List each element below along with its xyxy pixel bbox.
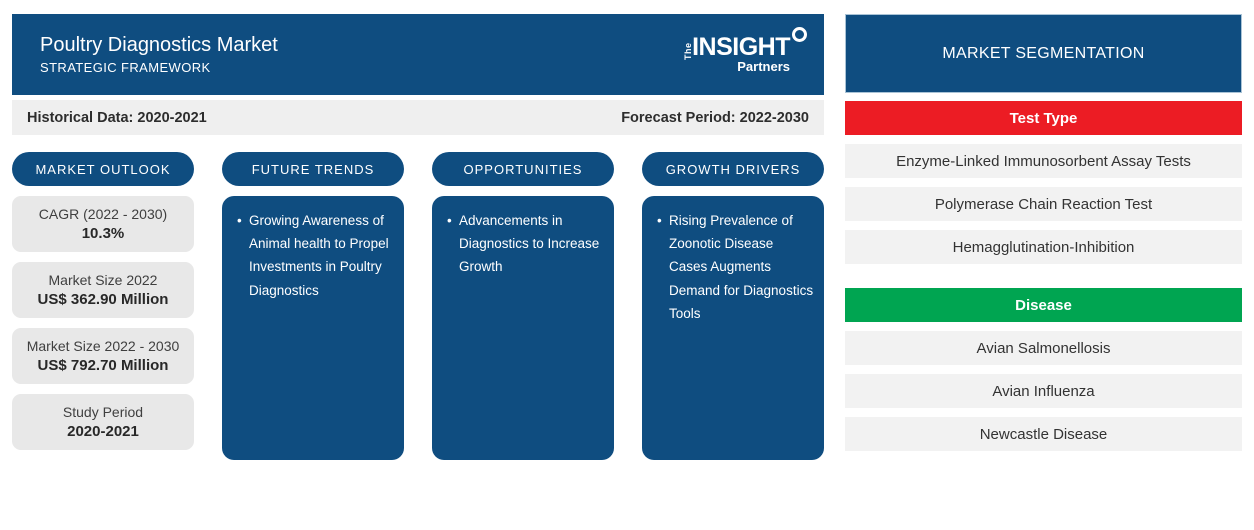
opportunities-bullet: Advancements in Diagnostics to Increase …	[446, 209, 604, 279]
page-subtitle: STRATEGIC FRAMEWORK	[40, 60, 211, 75]
column-opportunities: OPPORTUNITIES Advancements in Diagnostic…	[432, 152, 614, 460]
growth-drivers-box: Rising Prevalence of Zoonotic Disease Ca…	[642, 196, 824, 460]
stat-value: 2020-2021	[67, 423, 139, 440]
growth-drivers-bullet: Rising Prevalence of Zoonotic Disease Ca…	[656, 209, 814, 325]
logo-partners-text: Partners	[737, 58, 790, 74]
forecast-period-label: Forecast Period: 2022-2030	[621, 109, 809, 126]
title-block: Poultry Diagnostics Market STRATEGIC FRA…	[40, 34, 278, 75]
stat-value: US$ 362.90 Million	[37, 291, 169, 308]
market-outlook-stats: CAGR (2022 - 2030) 10.3% Market Size 202…	[12, 196, 194, 450]
main-header: Poultry Diagnostics Market STRATEGIC FRA…	[12, 14, 824, 95]
historical-data-label: Historical Data: 2020-2021	[27, 109, 207, 126]
magnifier-circle-icon	[792, 26, 807, 42]
growth-drivers-pill: GROWTH DRIVERS	[642, 152, 824, 186]
stat-label: Market Size 2022	[48, 272, 158, 288]
segment-item: Enzyme-Linked Immunosorbent Assay Tests	[845, 144, 1242, 178]
column-market-outlook: MARKET OUTLOOK CAGR (2022 - 2030) 10.3% …	[12, 152, 194, 460]
opportunities-pill: OPPORTUNITIES	[432, 152, 614, 186]
framework-columns: MARKET OUTLOOK CAGR (2022 - 2030) 10.3% …	[12, 152, 824, 460]
stat-label: CAGR (2022 - 2030)	[38, 206, 168, 222]
segment-group-disease: Disease	[845, 288, 1242, 322]
stat-market-size-2022: Market Size 2022 US$ 362.90 Million	[12, 262, 194, 318]
insight-partners-logo: The INSIGHT Partners	[682, 26, 807, 74]
stat-market-size-2022-2030: Market Size 2022 - 2030 US$ 792.70 Milli…	[12, 328, 194, 384]
logo-insight-text: INSIGHT	[692, 32, 790, 61]
future-trends-bullet: Growing Awareness of Animal health to Pr…	[236, 209, 394, 302]
period-bar: Historical Data: 2020-2021 Forecast Peri…	[12, 100, 824, 135]
page-title: Poultry Diagnostics Market	[40, 34, 278, 56]
stat-study-period: Study Period 2020-2021	[12, 394, 194, 450]
market-segmentation-section: MARKET SEGMENTATION Test Type Enzyme-Lin…	[845, 14, 1242, 451]
column-growth-drivers: GROWTH DRIVERS Rising Prevalence of Zoon…	[642, 152, 824, 460]
stat-cagr: CAGR (2022 - 2030) 10.3%	[12, 196, 194, 252]
segment-item: Polymerase Chain Reaction Test	[845, 187, 1242, 221]
segment-item: Avian Salmonellosis	[845, 331, 1242, 365]
future-trends-box: Growing Awareness of Animal health to Pr…	[222, 196, 404, 460]
segment-item: Newcastle Disease	[845, 417, 1242, 451]
stat-value: US$ 792.70 Million	[37, 357, 169, 374]
strategic-framework-section: Poultry Diagnostics Market STRATEGIC FRA…	[12, 14, 824, 460]
future-trends-pill: FUTURE TRENDS	[222, 152, 404, 186]
segment-group-test-type: Test Type	[845, 101, 1242, 135]
market-outlook-pill: MARKET OUTLOOK	[12, 152, 194, 186]
column-future-trends: FUTURE TRENDS Growing Awareness of Anima…	[222, 152, 404, 460]
segment-item: Avian Influenza	[845, 374, 1242, 408]
segment-item: Hemagglutination-Inhibition	[845, 230, 1242, 264]
stat-label: Study Period	[62, 404, 144, 420]
logo-main: INSIGHT Partners	[692, 26, 807, 74]
market-segmentation-header: MARKET SEGMENTATION	[845, 14, 1242, 93]
stat-label: Market Size 2022 - 2030	[26, 338, 180, 354]
opportunities-box: Advancements in Diagnostics to Increase …	[432, 196, 614, 460]
stat-value: 10.3%	[81, 225, 125, 242]
